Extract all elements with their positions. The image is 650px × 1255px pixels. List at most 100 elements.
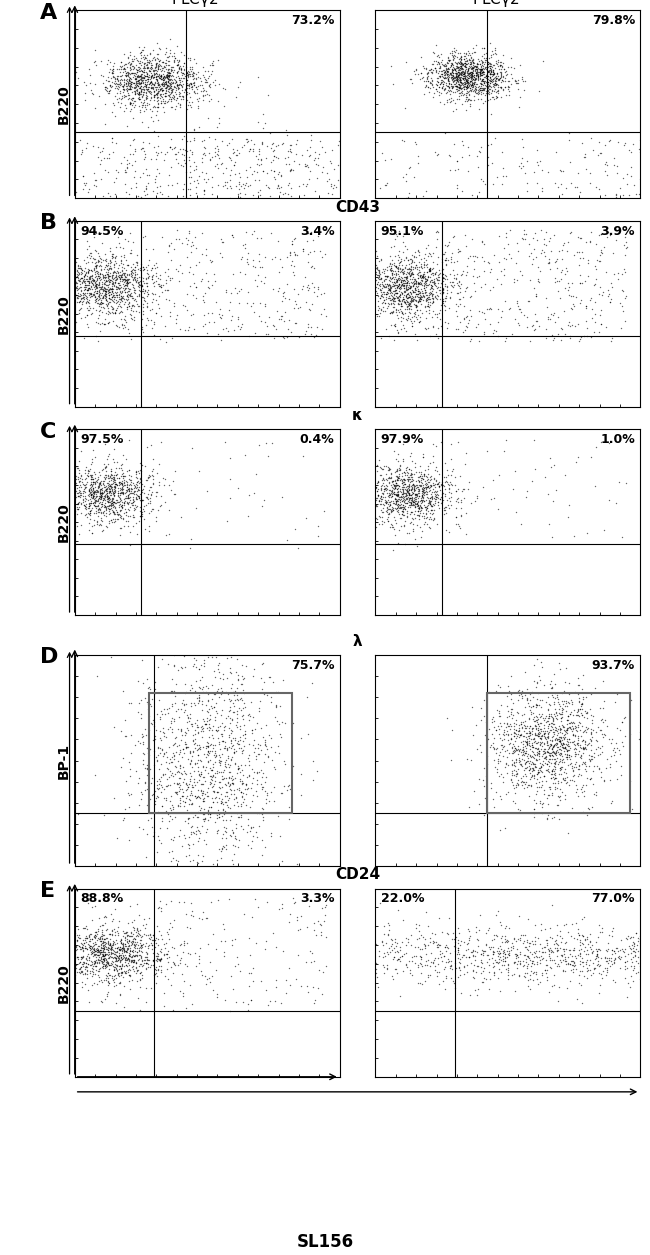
Point	[88, 963, 98, 983]
Point	[564, 729, 574, 749]
Point	[464, 921, 474, 941]
Point	[422, 67, 432, 87]
Point	[551, 931, 561, 951]
Point	[508, 734, 518, 754]
Point	[196, 764, 206, 784]
Point	[552, 733, 562, 753]
Point	[168, 735, 178, 756]
Point	[118, 270, 128, 290]
Point	[90, 953, 100, 973]
Point	[236, 738, 246, 758]
Point	[79, 266, 89, 286]
Point	[620, 959, 630, 979]
Point	[396, 467, 407, 487]
Point	[105, 75, 115, 95]
Point	[618, 168, 628, 188]
Point	[554, 719, 565, 739]
Point	[269, 316, 280, 336]
Point	[544, 756, 554, 776]
Point	[103, 83, 114, 103]
Point	[99, 148, 109, 168]
Point	[475, 64, 486, 84]
Point	[148, 75, 159, 95]
Point	[382, 260, 392, 280]
Point	[393, 476, 404, 496]
Point	[484, 55, 495, 75]
Point	[612, 156, 622, 176]
Point	[385, 280, 395, 300]
Point	[181, 162, 191, 182]
Point	[508, 954, 519, 974]
Point	[148, 79, 158, 99]
Point	[149, 61, 159, 82]
Point	[94, 481, 105, 501]
Point	[487, 56, 497, 77]
Point	[95, 486, 105, 506]
Point	[582, 319, 593, 339]
Point	[117, 963, 127, 983]
Point	[109, 439, 119, 459]
Point	[511, 72, 521, 92]
Point	[552, 734, 562, 754]
Point	[129, 260, 139, 280]
Point	[111, 290, 121, 310]
Point	[403, 287, 413, 307]
Point	[544, 252, 554, 272]
Point	[224, 727, 234, 747]
Point	[551, 729, 562, 749]
Point	[464, 63, 474, 83]
Point	[467, 50, 477, 70]
Point	[408, 474, 418, 494]
Point	[527, 737, 538, 757]
Point	[211, 703, 222, 723]
Point	[558, 699, 569, 719]
Point	[586, 749, 596, 769]
Point	[128, 494, 138, 515]
Point	[109, 87, 120, 107]
Point	[385, 494, 395, 515]
Point	[396, 294, 406, 314]
Point	[575, 720, 585, 740]
Point	[474, 73, 485, 93]
Point	[259, 744, 270, 764]
Point	[532, 725, 542, 745]
Point	[439, 467, 450, 487]
Point	[549, 934, 559, 954]
Point	[573, 725, 584, 745]
Point	[199, 292, 209, 312]
Point	[176, 75, 186, 95]
Point	[455, 64, 465, 84]
Point	[386, 221, 396, 241]
Point	[531, 718, 541, 738]
Point	[252, 803, 263, 823]
Point	[238, 705, 248, 725]
Point	[456, 59, 466, 79]
Point	[575, 228, 585, 248]
Point	[170, 73, 181, 93]
Point	[178, 56, 188, 77]
Point	[120, 936, 130, 956]
Point	[74, 304, 85, 324]
Point	[159, 102, 169, 122]
Point	[83, 282, 93, 302]
Point	[569, 744, 580, 764]
Point	[417, 521, 428, 541]
Point	[239, 683, 249, 703]
Point	[408, 510, 418, 530]
Point	[439, 499, 449, 520]
Point	[97, 915, 107, 935]
Point	[440, 936, 450, 956]
Point	[591, 782, 601, 802]
Point	[372, 488, 382, 508]
Point	[73, 270, 83, 290]
Point	[129, 97, 139, 117]
Point	[635, 723, 645, 743]
Point	[233, 778, 244, 798]
Point	[152, 943, 162, 963]
Point	[476, 963, 486, 983]
Point	[153, 137, 163, 157]
Point	[498, 949, 508, 969]
Point	[424, 261, 435, 281]
Point	[241, 774, 252, 794]
Point	[94, 479, 105, 499]
